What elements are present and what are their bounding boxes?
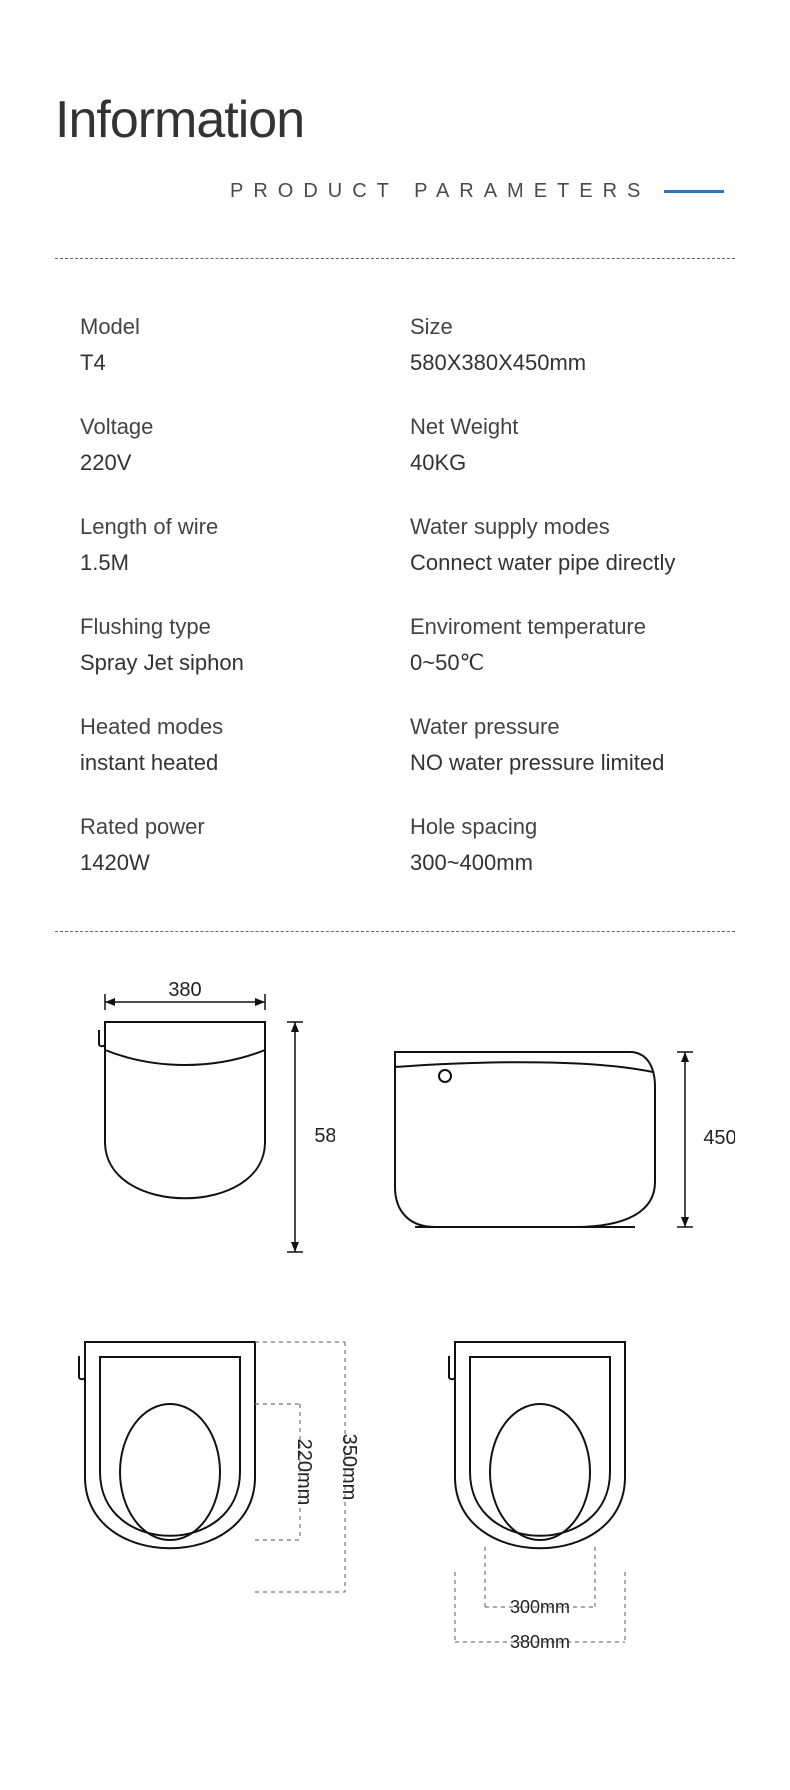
dim-seat-right-inner: 300mm (510, 1597, 570, 1617)
dim-top-height: 580 (314, 1125, 335, 1147)
dim-seat-right-outer: 380mm (510, 1632, 570, 1652)
spec-value: 0~50℃ (410, 650, 710, 676)
spec-label: Voltage (80, 414, 380, 440)
spec-grid: Model T4 Size 580X380X450mm Voltage 220V Net W… (0, 259, 790, 931)
dim-top-width: 380 (168, 979, 201, 1001)
drawing-side-view: 450 (375, 972, 735, 1282)
spec-value: T4 (80, 350, 380, 376)
spec-value: 580X380X450mm (410, 350, 710, 376)
spec-value: 300~400mm (410, 850, 710, 876)
spec-item: Model T4 (80, 314, 380, 376)
spec-item: Enviroment temperature 0~50℃ (410, 614, 710, 676)
spec-value: 1420W (80, 850, 380, 876)
spec-item: Flushing type Spray Jet siphon (80, 614, 380, 676)
spec-label: Water supply modes (410, 514, 710, 540)
page-title: Information (0, 0, 790, 180)
spec-value: Spray Jet siphon (80, 650, 380, 676)
spec-value: Connect water pipe directly (410, 550, 710, 576)
spec-label: Size (410, 314, 710, 340)
subtitle-text: PRODUCT PARAMETERS (230, 180, 650, 203)
dim-seat-left-inner: 220mm (293, 1439, 315, 1506)
spec-item: Heated modes instant heated (80, 714, 380, 776)
spec-label: Hole spacing (410, 814, 710, 840)
spec-label: Net Weight (410, 414, 710, 440)
spec-value: 220V (80, 450, 380, 476)
spec-value: instant heated (80, 750, 380, 776)
spec-label: Water pressure (410, 714, 710, 740)
spec-item: Net Weight 40KG (410, 414, 710, 476)
drawing-row-1: 380 580 (55, 972, 735, 1282)
spec-label: Enviroment temperature (410, 614, 710, 640)
spec-label: Flushing type (80, 614, 380, 640)
spec-item: Voltage 220V (80, 414, 380, 476)
spec-item: Length of wire 1.5M (80, 514, 380, 576)
spec-label: Model (80, 314, 380, 340)
drawing-top-view: 380 580 (55, 972, 335, 1282)
drawings-section: 380 580 (0, 932, 790, 1662)
spec-item: Water supply modes Connect water pipe dir… (410, 514, 710, 576)
spec-value: 40KG (410, 450, 710, 476)
spec-label: Length of wire (80, 514, 380, 540)
spec-value: NO water pressure limited (410, 750, 710, 776)
dim-side-height: 450 (703, 1127, 735, 1149)
spec-item: Hole spacing 300~400mm (410, 814, 710, 876)
spec-item: Rated power 1420W (80, 814, 380, 876)
spec-label: Rated power (80, 814, 380, 840)
drawing-row-2: 220mm 350mm 300mm 380mm (55, 1322, 735, 1662)
spec-label: Heated modes (80, 714, 380, 740)
dim-seat-left-outer: 350mm (338, 1434, 360, 1501)
drawing-seat-left: 220mm 350mm (55, 1322, 375, 1632)
spec-item: Size 580X380X450mm (410, 314, 710, 376)
subtitle-row: PRODUCT PARAMETERS (0, 180, 790, 203)
spec-item: Water pressure NO water pressure limited (410, 714, 710, 776)
drawing-seat-right: 300mm 380mm (415, 1322, 735, 1662)
subtitle-accent-line (664, 190, 724, 193)
spec-value: 1.5M (80, 550, 380, 576)
